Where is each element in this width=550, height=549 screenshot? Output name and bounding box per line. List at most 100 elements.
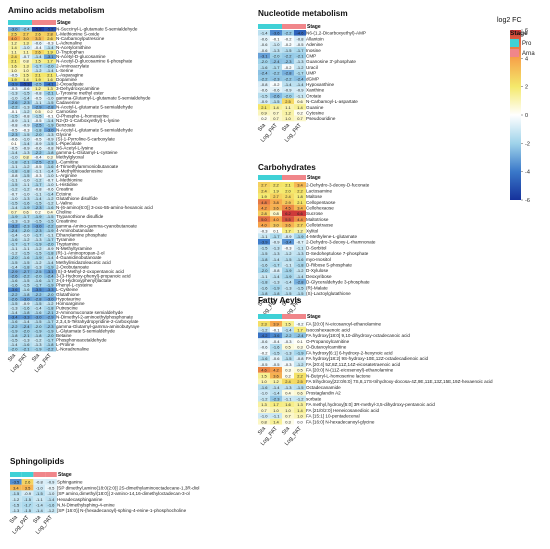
- heatmap-cell: [258, 239, 270, 245]
- heatmap-cell: [282, 115, 294, 122]
- heatmap-cell: [20, 260, 32, 265]
- row-label: N-Carbamoyl-L-aspartate: [306, 99, 358, 104]
- row-label: L-Valine: [56, 200, 73, 205]
- cell-value-label: -1.9: [35, 214, 43, 219]
- cell-value-label: -1.5: [35, 319, 43, 324]
- cell-value-label: 1.3: [23, 40, 29, 45]
- heatmap-cell: [32, 333, 44, 338]
- row-label: (S)-Lactoylglutathione: [306, 291, 351, 296]
- cell-value-label: -1.4: [11, 310, 19, 315]
- heatmap-cell: [294, 210, 306, 217]
- heatmap-cell: [258, 332, 270, 339]
- heatmap-cell: [20, 86, 32, 92]
- heatmap-cell: [32, 296, 44, 302]
- row-label: Adenine: [306, 42, 323, 47]
- cell-value-label: -0.6: [261, 42, 269, 47]
- heatmap-cell: [20, 136, 32, 142]
- cell-value-label: -1.8: [23, 168, 31, 173]
- heatmap-cell: [20, 342, 32, 347]
- cell-value-label: -1.2: [297, 362, 305, 367]
- cell-value-label: -2.0: [261, 59, 269, 64]
- heatmap-cell: [44, 273, 56, 279]
- cell-value-label: -0.7: [23, 54, 31, 59]
- heatmap-cell: [8, 95, 20, 101]
- heatmap-cell: [8, 333, 20, 338]
- cell-value-label: -3.0: [35, 315, 43, 320]
- heatmap-cell: [270, 361, 282, 368]
- cell-value-label: -1.5: [11, 260, 19, 265]
- heatmap-cell: [294, 64, 306, 70]
- cell-value-label: -2.8: [285, 71, 293, 76]
- heatmap-cell: [294, 413, 306, 419]
- legend-tick-label: -6: [525, 198, 530, 204]
- cell-value-label: -1.3: [11, 91, 19, 96]
- heatmap-cell: [21, 507, 34, 514]
- heatmap-cell: [282, 278, 294, 285]
- heatmap-cell: [270, 221, 282, 228]
- cell-value-label: -2.6: [273, 93, 281, 98]
- cell-value-label: -2.6: [11, 100, 19, 105]
- heatmap-cell: [8, 100, 20, 105]
- cell-value-label: -1.1: [23, 118, 31, 123]
- heatmap-cell: [32, 177, 44, 183]
- heatmap-cell: [282, 267, 294, 274]
- cell-value-label: 1.0: [261, 379, 267, 384]
- cell-value-label: 1.6: [285, 402, 291, 407]
- cell-value-label: -1.0: [47, 173, 55, 178]
- cell-value-label: 2.2: [297, 373, 303, 378]
- heatmap-cell: [282, 199, 294, 205]
- row-label: Carnosine: [56, 109, 77, 114]
- heatmap-cell: [270, 261, 282, 268]
- heatmap-cell: [20, 186, 32, 192]
- heatmap-cell: [20, 177, 32, 183]
- heatmap-cell: [32, 109, 44, 114]
- cell-value-label: -1.6: [261, 285, 269, 290]
- cell-value-label: -1.2: [47, 301, 55, 306]
- heatmap-cell: [20, 209, 32, 215]
- cell-value-label: -1.2: [261, 396, 269, 401]
- heatmap-cell: [32, 164, 44, 169]
- row-label: Lactosamine: [306, 188, 332, 193]
- heatmap-cell: [8, 173, 20, 178]
- cell-value-label: -0.5: [11, 72, 19, 77]
- heatmap-cell: [8, 223, 20, 229]
- heatmap-cell: [44, 310, 56, 315]
- cell-value-label: -1.1: [297, 245, 305, 250]
- cell-value-label: -1.1: [297, 93, 305, 98]
- heatmap-cell: [32, 310, 44, 315]
- heatmap-cell: [10, 496, 22, 502]
- heatmap-cell: [10, 490, 22, 497]
- cell-value-label: -1.9: [47, 264, 55, 269]
- cell-value-label: -1.4: [47, 191, 55, 196]
- heatmap-cell: [258, 413, 270, 419]
- heatmap-cell: [32, 301, 44, 306]
- heatmap-cell: [44, 205, 56, 210]
- cell-value-label: -0.2: [261, 350, 269, 355]
- row-label: L-Tyrosine methyl ester: [56, 91, 104, 96]
- cell-value-label: -3.5: [12, 480, 20, 485]
- heatmap-cell: [282, 332, 294, 339]
- cell-value-label: -1.9: [47, 228, 55, 233]
- heatmap-cell: [270, 64, 282, 70]
- heatmap-cell: [20, 250, 32, 256]
- cell-value-label: -2.8: [297, 280, 305, 285]
- cell-value-label: -2.0: [273, 53, 281, 58]
- heatmap-cell: [258, 104, 270, 110]
- cell-value-label: 0.7: [273, 116, 279, 121]
- cell-value-label: -1.6: [35, 278, 43, 283]
- cell-value-label: -1.8: [47, 251, 55, 256]
- heatmap-cell: [282, 384, 294, 391]
- cell-value-label: -0.9: [23, 123, 31, 128]
- row-label: 3-(3-Hydroxy-phenyl)-propanoic acid: [56, 274, 131, 279]
- heatmap-cell: [8, 310, 20, 315]
- heatmap-cell: [32, 68, 44, 73]
- cell-value-label: -0.1: [273, 36, 281, 41]
- heatmap-cell: [294, 239, 306, 245]
- heatmap-cell: [32, 269, 44, 274]
- cell-value-label: 4.5: [285, 205, 291, 210]
- row-label: L-Glutamate 5-semialdehyde: [56, 328, 115, 333]
- stage-annotation-cell: [282, 175, 294, 180]
- heatmap-cell: [282, 378, 294, 385]
- heatmap-cell: [8, 90, 20, 96]
- heatmap-cell: [32, 77, 44, 82]
